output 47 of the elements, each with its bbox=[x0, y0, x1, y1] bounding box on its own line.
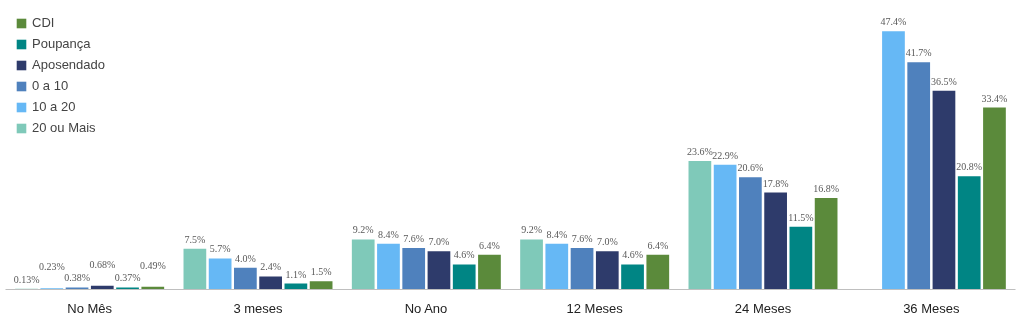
data-label: 4.0% bbox=[234, 252, 256, 264]
data-label: 7.5% bbox=[184, 233, 206, 245]
data-label: 41.7% bbox=[905, 47, 932, 59]
data-label: 0.49% bbox=[139, 259, 166, 271]
data-label: 7.6% bbox=[403, 233, 425, 245]
data-label: 20.6% bbox=[737, 162, 764, 174]
data-label: 9.2% bbox=[352, 224, 374, 236]
data-label: 8.4% bbox=[546, 228, 568, 240]
x-tick-label: No Ano bbox=[404, 300, 448, 316]
data-label: 0.38% bbox=[64, 272, 90, 284]
legend-label: Aposendado bbox=[32, 57, 106, 72]
data-label: 1.1% bbox=[285, 268, 307, 280]
data-label: 17.8% bbox=[762, 177, 789, 189]
data-label: 2.4% bbox=[260, 261, 282, 273]
legend-label: Poupança bbox=[32, 36, 91, 51]
data-label: 22.9% bbox=[712, 149, 739, 161]
data-label: 16.8% bbox=[813, 182, 840, 194]
data-label: 8.4% bbox=[378, 228, 399, 240]
data-label: 7.6% bbox=[571, 233, 593, 245]
data-label: 4.6% bbox=[453, 249, 475, 261]
data-label: 1.5% bbox=[310, 266, 332, 278]
data-label: 7.0% bbox=[428, 236, 450, 248]
x-tick-label: 24 Meses bbox=[734, 300, 792, 316]
x-tick-label: 12 Meses bbox=[566, 300, 624, 316]
legend-label: 10 a 20 bbox=[32, 99, 76, 114]
legend-label: 0 a 10 bbox=[32, 78, 69, 93]
data-label: 0.37% bbox=[114, 272, 141, 284]
data-label: 36.5% bbox=[931, 75, 957, 87]
legend-label: CDI bbox=[32, 15, 55, 30]
data-label: 20.8% bbox=[956, 161, 983, 173]
x-tick-label: 36 Meses bbox=[903, 300, 961, 316]
data-label: 23.6% bbox=[686, 145, 713, 157]
data-label: 6.4% bbox=[479, 239, 500, 251]
data-label: 7.0% bbox=[596, 236, 618, 248]
data-label: 11.5% bbox=[788, 211, 814, 223]
data-label: 0.23% bbox=[38, 261, 65, 273]
data-label: 0.68% bbox=[89, 258, 116, 270]
x-tick-label: No Mês bbox=[67, 300, 113, 316]
data-label: 6.4% bbox=[647, 239, 669, 251]
data-label: 5.7% bbox=[209, 243, 231, 255]
legend-label: 20 ou Mais bbox=[32, 120, 96, 135]
data-label: 33.4% bbox=[981, 92, 1008, 104]
data-label: 9.2% bbox=[521, 224, 542, 236]
data-label: 47.4% bbox=[880, 16, 907, 28]
x-tick-label: 3 meses bbox=[233, 300, 284, 316]
data-label: 4.6% bbox=[622, 249, 643, 261]
data-label: 0.13% bbox=[13, 273, 40, 285]
